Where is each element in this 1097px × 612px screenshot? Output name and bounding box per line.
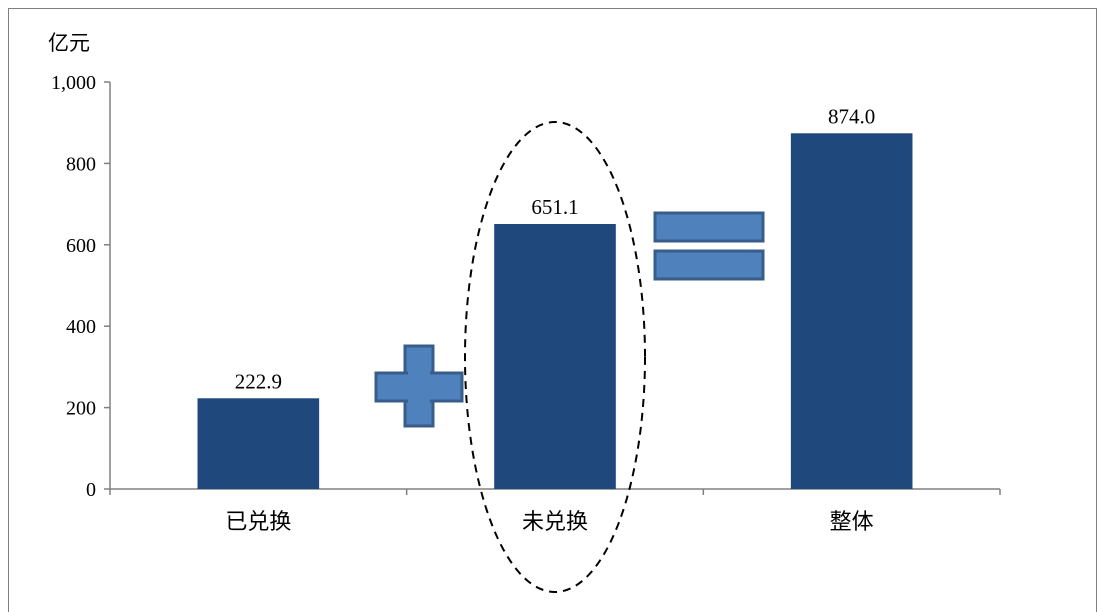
y-unit-label: 亿元	[48, 31, 90, 55]
bar	[494, 224, 616, 489]
x-tick-label: 整体	[830, 510, 874, 535]
data-label: 222.9	[235, 369, 282, 393]
bar	[197, 398, 320, 489]
y-tick-label: 600	[66, 235, 96, 257]
data-label: 651.1	[531, 195, 578, 219]
y-tick-label: 800	[66, 153, 96, 175]
bars	[197, 133, 913, 490]
highlight-ellipse	[464, 121, 646, 593]
y-tick-label: 400	[66, 316, 96, 338]
plus-sign-icon	[374, 344, 464, 428]
y-tick-label: 0	[86, 479, 96, 501]
category-labels: 已兑换 未兑换 整体	[225, 510, 873, 535]
value-labels: 222.9 651.1 874.0	[235, 104, 876, 393]
data-label: 874.0	[828, 104, 875, 128]
equals-sign-icon	[653, 211, 765, 281]
x-tick-label: 已兑换	[225, 510, 291, 535]
y-tick-label: 200	[66, 398, 96, 420]
bar	[790, 133, 913, 490]
x-tick-label: 未兑换	[522, 510, 588, 535]
y-tick-label: 1,000	[51, 72, 96, 94]
